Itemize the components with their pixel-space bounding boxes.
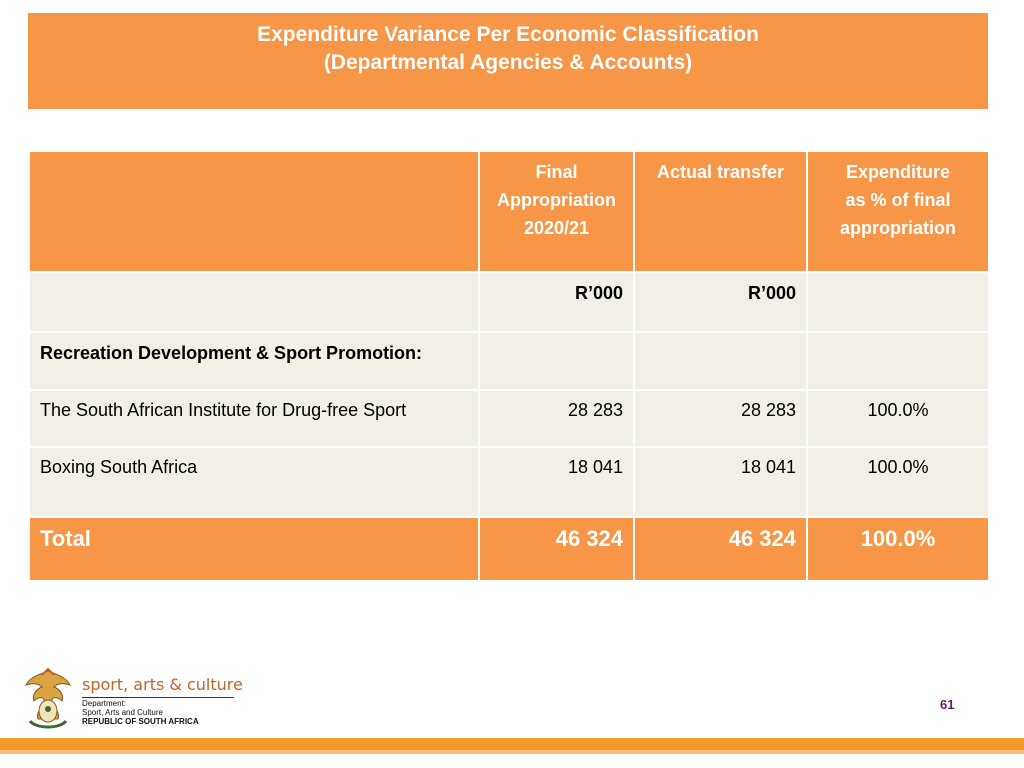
department-text: Department: Sport, Arts and Culture REPU… [82, 699, 199, 726]
table-header-row: Final Appropriation 2020/21 Actual trans… [28, 150, 990, 273]
row-label: Boxing South Africa [28, 446, 480, 518]
header-pct-line-1: Expenditure [845, 162, 951, 182]
footer-bar-accent [0, 750, 1024, 754]
section-label: Recreation Development & Sport Promotion… [28, 331, 480, 391]
units-empty-pct [806, 271, 990, 333]
row-expenditure-pct: 100.0% [806, 389, 990, 448]
dept-line-2: Sport, Arts and Culture [82, 708, 163, 717]
header-expenditure-pct: Expenditure as % of final appropriation [806, 150, 990, 273]
total-expenditure-pct: 100.0% [806, 516, 990, 582]
header-final-appropriation: Final Appropriation 2020/21 [478, 150, 635, 273]
section-row: Recreation Development & Sport Promotion… [28, 331, 990, 391]
table-row: Boxing South Africa 18 041 18 041 100.0% [28, 446, 990, 518]
row-actual-transfer: 28 283 [633, 389, 808, 448]
title-banner: Expenditure Variance Per Economic Classi… [28, 13, 988, 109]
total-row: Total 46 324 46 324 100.0% [28, 516, 990, 582]
total-actual-transfer: 46 324 [633, 516, 808, 582]
dept-line-1: Department: [82, 699, 127, 708]
title-line-2: (Departmental Agencies & Accounts) [323, 51, 693, 74]
units-actual: R’000 [633, 271, 808, 333]
row-expenditure-pct: 100.0% [806, 446, 990, 518]
total-label: Total [28, 516, 480, 582]
department-logo: sport, arts & culture Department: Sport,… [22, 667, 262, 735]
section-empty-3 [806, 331, 990, 391]
row-actual-transfer: 18 041 [633, 446, 808, 518]
header-actual-label: Actual transfer [656, 162, 785, 182]
page-number: 61 [940, 697, 955, 712]
expenditure-table: Final Appropriation 2020/21 Actual trans… [28, 150, 990, 582]
dept-line-3: REPUBLIC OF SOUTH AFRICA [82, 717, 199, 726]
header-pct-line-2: as % of final [845, 190, 951, 210]
row-final-appropriation: 28 283 [478, 389, 635, 448]
total-final-appropriation: 46 324 [478, 516, 635, 582]
units-row: R’000 R’000 [28, 271, 990, 333]
header-empty-cell [28, 150, 480, 273]
section-empty-1 [478, 331, 635, 391]
header-pct-line-3: appropriation [840, 218, 956, 238]
section-empty-2 [633, 331, 808, 391]
header-final-line-3: 2020/21 [523, 218, 590, 238]
brand-divider [82, 697, 234, 698]
row-label: The South African Institute for Drug-fre… [28, 389, 480, 448]
units-final: R’000 [478, 271, 635, 333]
brand-name: sport, arts & culture [82, 675, 243, 694]
row-final-appropriation: 18 041 [478, 446, 635, 518]
units-empty-cell [28, 271, 480, 333]
title-line-1: Expenditure Variance Per Economic Classi… [257, 23, 759, 46]
footer-bar [0, 738, 1024, 750]
coat-of-arms-icon [25, 667, 71, 729]
header-final-line-1: Final [535, 162, 578, 182]
table-row: The South African Institute for Drug-fre… [28, 389, 990, 448]
header-final-line-2: Appropriation [497, 190, 616, 210]
header-actual-transfer: Actual transfer [633, 150, 808, 273]
